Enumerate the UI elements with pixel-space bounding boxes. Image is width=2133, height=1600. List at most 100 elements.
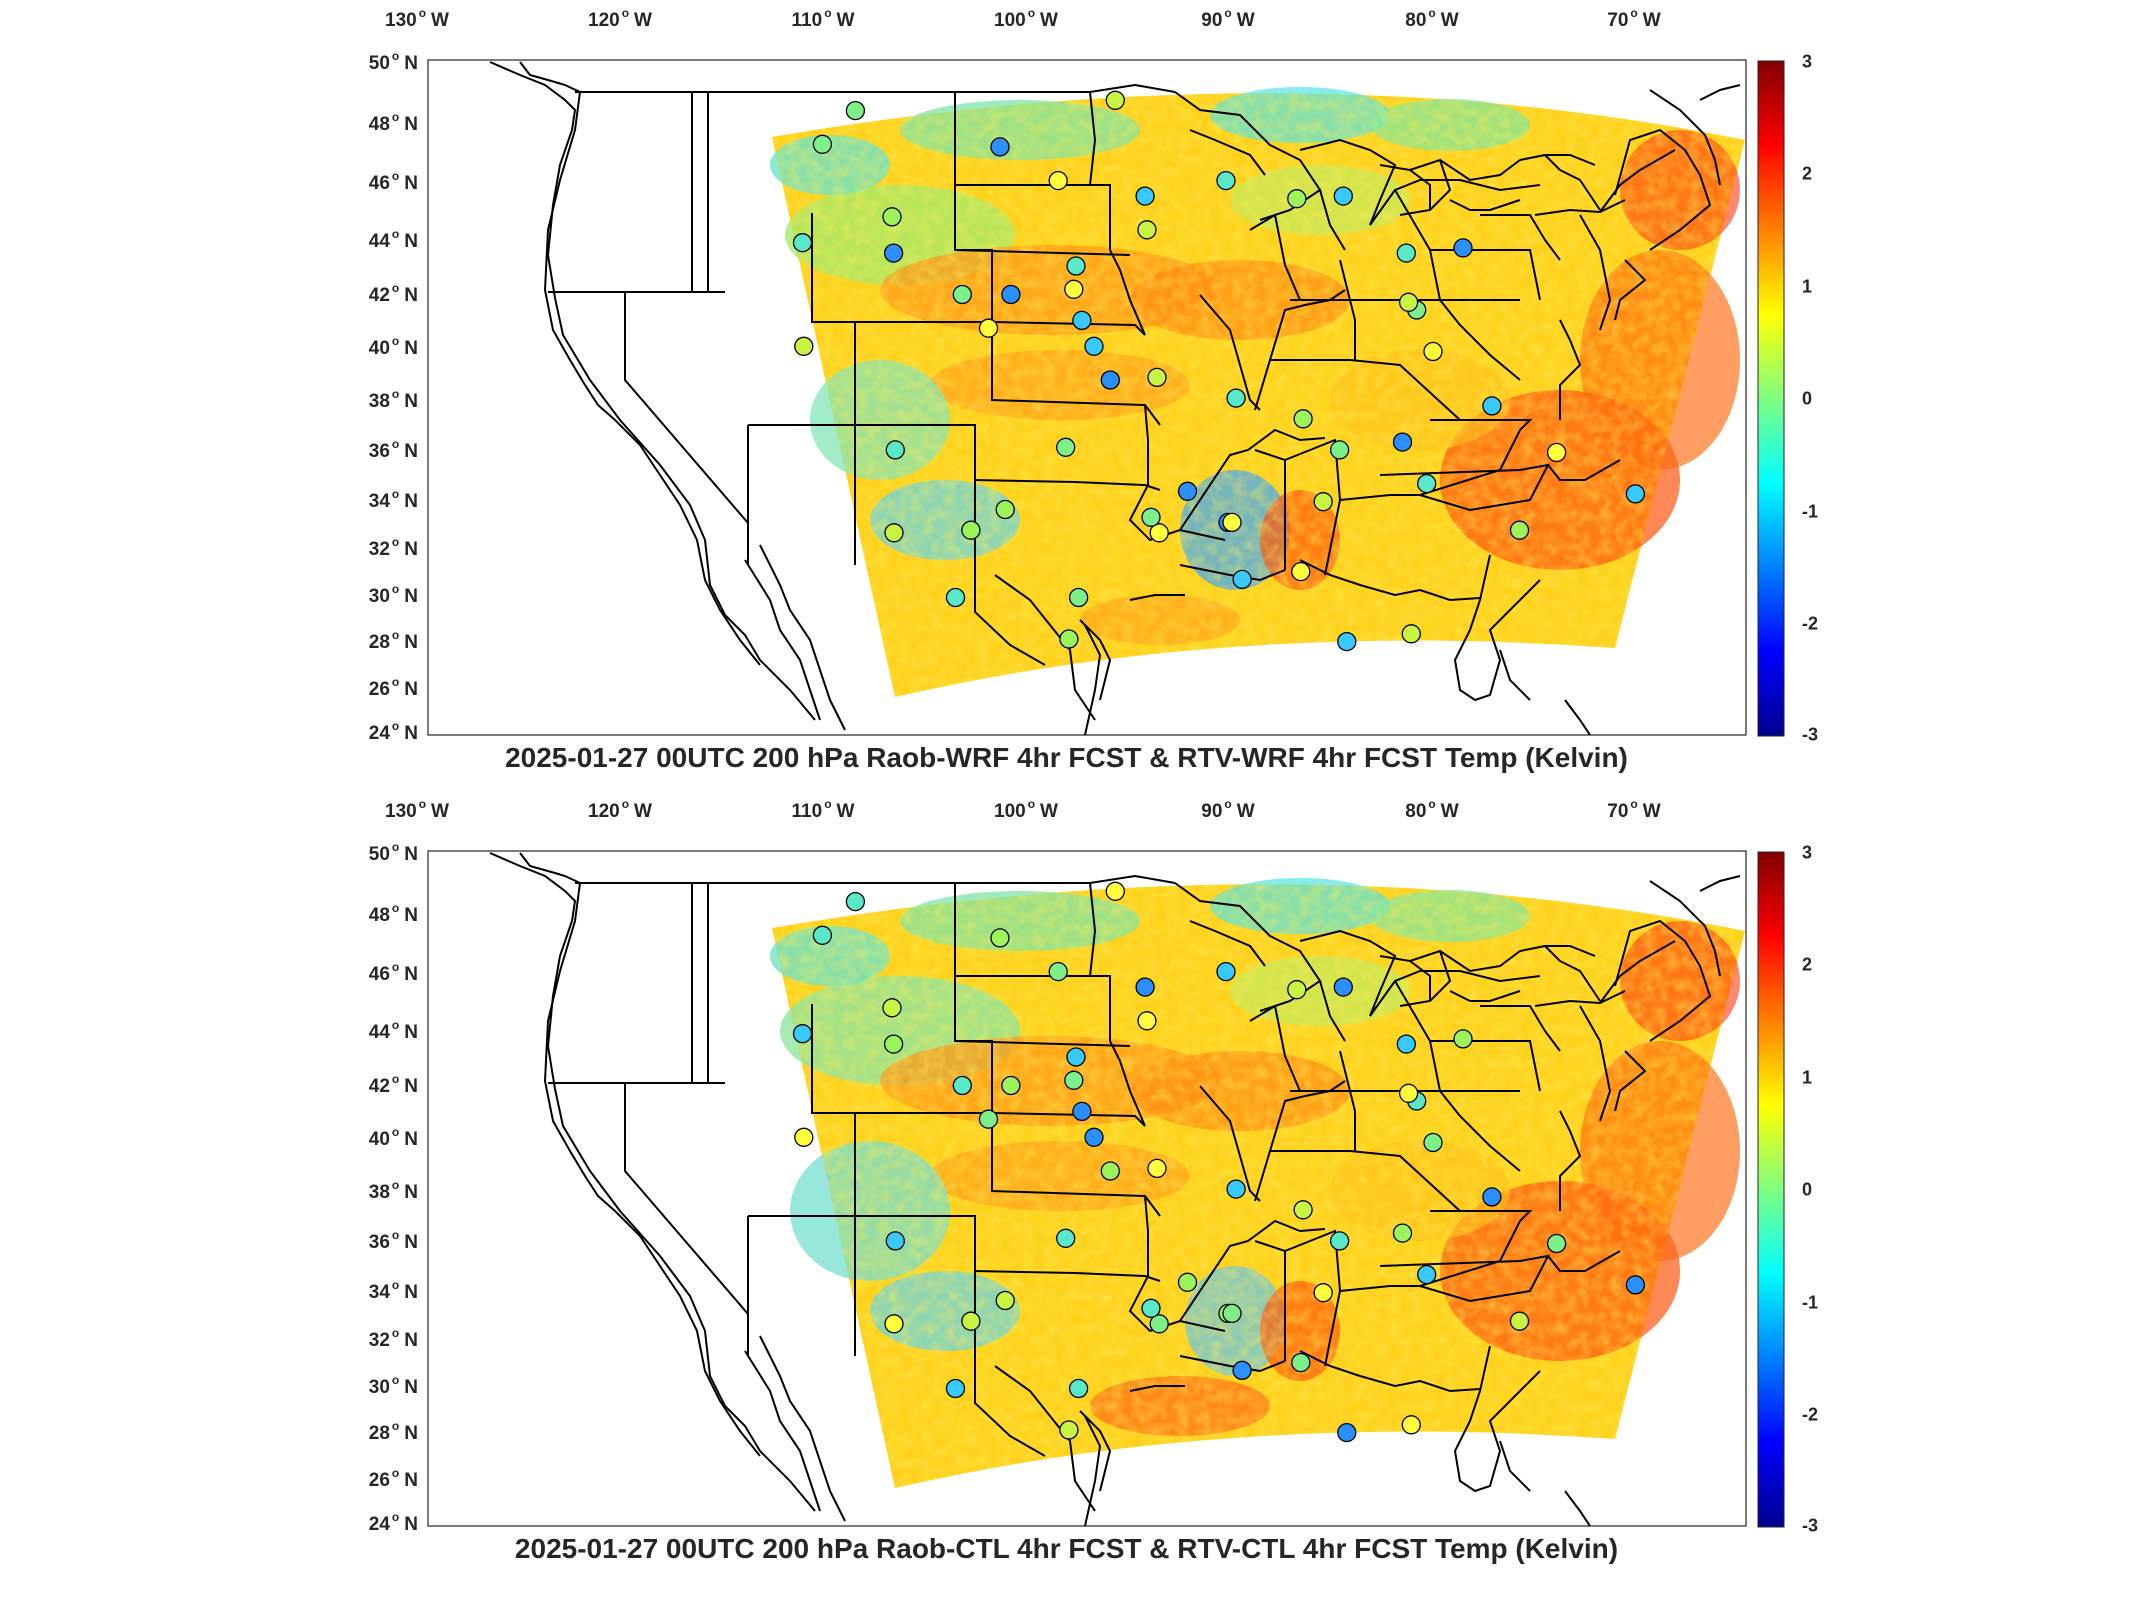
colorbar-tick-label: 2 [1802, 954, 1813, 975]
raob-station-marker [945, 587, 966, 608]
colorbar-tick-label: -2 [1802, 613, 1819, 634]
lat-label: 48 o N [368, 110, 418, 135]
lat-label: 26 o N [368, 675, 418, 700]
lat-label: 28 o N [368, 1419, 418, 1444]
raob-station-marker [883, 243, 904, 263]
raob-station-marker [812, 925, 833, 945]
raob-station-marker [1509, 520, 1530, 540]
raob-station-marker [1137, 1011, 1157, 1031]
raob-station-marker [1423, 341, 1443, 362]
raob-station-marker [1149, 1314, 1169, 1334]
raob-station-marker [990, 137, 1010, 157]
lat-label: 30 o N [368, 1373, 418, 1398]
raob-station-marker [1509, 1311, 1530, 1331]
raob-station-marker [1064, 1070, 1084, 1090]
lat-label: 42 o N [368, 281, 418, 306]
raob-station-marker [1333, 186, 1353, 206]
raob-stations [792, 90, 1646, 652]
raob-station-marker [1066, 1047, 1086, 1067]
raob-station-marker [1100, 1161, 1120, 1181]
raob-station-marker [990, 928, 1010, 948]
raob-station-marker [995, 1290, 1015, 1311]
temperature-field [489, 852, 1745, 1526]
raob-station-marker [885, 440, 905, 460]
lon-label: 120 o W [588, 6, 652, 31]
lat-label: 46 o N [368, 169, 418, 194]
raob-station-marker [1398, 292, 1419, 312]
raob-station-marker [845, 891, 866, 912]
colorbar-tick-label: 2 [1802, 163, 1813, 184]
state-boundaries [489, 61, 1741, 735]
raob-station-marker [1222, 512, 1242, 533]
raob-station-marker [882, 207, 902, 227]
raob-station-marker [1329, 1231, 1350, 1251]
colorbar-tick-label: 3 [1802, 51, 1813, 72]
raob-station-marker [1068, 1378, 1089, 1399]
raob-station-marker [1293, 409, 1313, 429]
lat-label: 28 o N [368, 628, 418, 653]
lat-label: 46 o N [368, 960, 418, 985]
lon-label: 90 o W [1201, 797, 1255, 822]
raob-station-marker [1048, 170, 1068, 191]
lat-label: 38 o N [368, 1178, 418, 1203]
colorbar [1757, 851, 1785, 1528]
raob-station-marker [884, 1314, 904, 1334]
lon-label: 120 o W [588, 797, 652, 822]
lon-label: 90 o W [1201, 6, 1255, 31]
lat-label: 36 o N [368, 437, 418, 462]
raob-station-marker [792, 1024, 813, 1044]
lat-label: 40 o N [368, 1125, 418, 1150]
raob-station-marker [1337, 631, 1357, 652]
colorbar [1757, 60, 1785, 737]
raob-station-marker [1293, 1200, 1313, 1220]
raob-station-marker [978, 1109, 999, 1129]
raob-station-marker [1546, 1233, 1567, 1254]
raob-station-marker [995, 499, 1015, 520]
raob-station-marker [1226, 388, 1246, 408]
panel-bottom: 130 o W 120 o W 110 o W 100 o W 90 o W 80 o W 70 o W 5… [0, 791, 2133, 1591]
colorbar-tick-label: 0 [1802, 1179, 1813, 1200]
raob-station-marker [1482, 1187, 1502, 1207]
raob-station-marker [1396, 1034, 1416, 1054]
raob-station-marker [1313, 1283, 1333, 1303]
lat-label: 26 o N [368, 1466, 418, 1491]
raob-station-marker [1625, 1275, 1646, 1295]
raob-station-marker [1135, 977, 1155, 997]
raob-station-marker [1177, 481, 1198, 501]
raob-station-marker [794, 336, 814, 356]
raob-station-marker [961, 1311, 981, 1331]
raob-station-marker [1137, 220, 1157, 240]
raob-station-marker [1226, 1179, 1246, 1199]
raob-station-marker [1001, 1075, 1021, 1096]
raob-station-marker [952, 1075, 972, 1096]
lon-label: 110 o W [791, 797, 855, 822]
lon-label: 70 o W [1607, 6, 1661, 31]
lat-label: 34 o N [368, 487, 418, 512]
raob-station-marker [1100, 370, 1120, 390]
raob-station-marker [1001, 284, 1021, 305]
lon-label: 70 o W [1607, 797, 1661, 822]
raob-station-marker [1546, 442, 1567, 463]
colorbar-tick-label: 1 [1802, 276, 1813, 297]
colorbar-tick-label: 0 [1802, 388, 1813, 409]
lat-label: 48 o N [368, 901, 418, 926]
raob-station-marker [1066, 256, 1086, 276]
raob-station-marker [961, 520, 981, 540]
raob-station-marker [883, 1034, 904, 1054]
lat-label: 24 o N [368, 719, 418, 744]
raob-station-marker [1232, 569, 1252, 590]
raob-station-marker [845, 100, 866, 121]
panel-title: 2025-01-27 00UTC 200 hPa Raob-WRF 4hr FC… [505, 742, 1628, 773]
lat-label: 32 o N [368, 1326, 418, 1351]
raob-station-marker [882, 998, 902, 1018]
raob-station-marker [1337, 1422, 1357, 1443]
panel-title: 2025-01-27 00UTC 200 hPa Raob-CTL 4hr FC… [514, 1533, 1619, 1564]
raob-station-marker [1423, 1132, 1443, 1153]
lon-label: 130 o W [385, 797, 449, 822]
raob-station-marker [1287, 189, 1307, 209]
raob-station-marker [1401, 624, 1421, 644]
raob-station-marker [1329, 440, 1350, 460]
lon-label: 100 o W [994, 6, 1058, 31]
colorbar-tick-label: -2 [1802, 1404, 1819, 1425]
lon-label: 110 o W [791, 6, 855, 31]
